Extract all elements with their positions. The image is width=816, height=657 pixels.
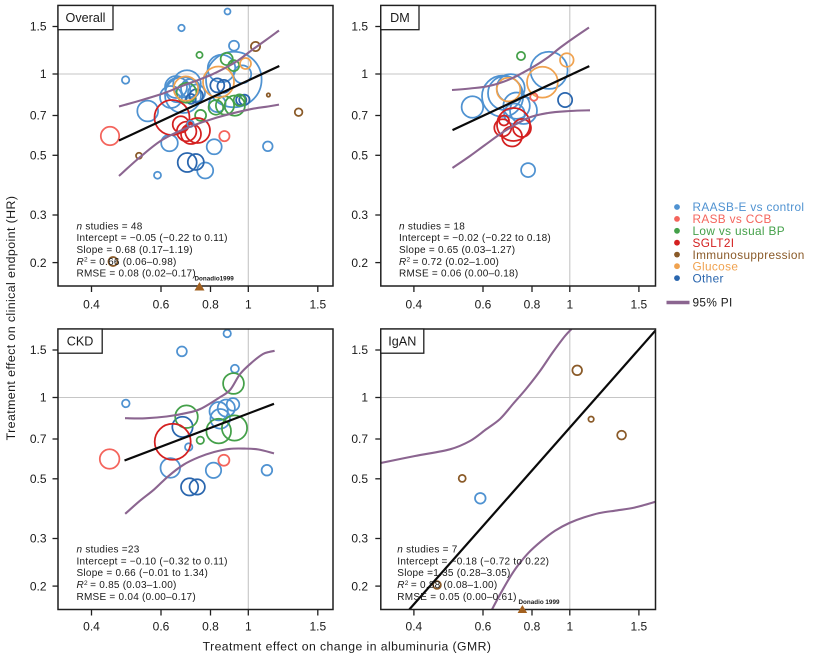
svg-text:Intercept = −0.05 (−0.22 to 0.: Intercept = −0.05 (−0.22 to 0.11): [77, 233, 228, 244]
svg-text:95% PI: 95% PI: [693, 296, 733, 310]
svg-text:0.7: 0.7: [30, 432, 47, 446]
svg-text:Intercept = −0.02 (−0.22 to 0.: Intercept = −0.02 (−0.22 to 0.18): [399, 233, 551, 244]
svg-text:RMSE = 0.06 (0.00–0.18): RMSE = 0.06 (0.00–0.18): [399, 269, 518, 280]
svg-text:Donadio 1999: Donadio 1999: [519, 599, 560, 606]
svg-text:0.5: 0.5: [351, 472, 368, 486]
svg-text:R2 = 0.88 (0.08–1.00): R2 = 0.88 (0.08–1.00): [397, 580, 497, 591]
svg-text:1: 1: [566, 297, 573, 311]
svg-text:0.7: 0.7: [351, 109, 368, 123]
svg-text:0.6: 0.6: [153, 297, 170, 311]
svg-text:DM: DM: [390, 11, 410, 25]
svg-text:n studies = 48: n studies = 48: [77, 221, 143, 232]
svg-text:0.5: 0.5: [30, 472, 47, 486]
svg-text:0.5: 0.5: [351, 149, 368, 163]
svg-text:Donadio1999: Donadio1999: [195, 276, 235, 283]
svg-text:1.5: 1.5: [309, 297, 326, 311]
svg-text:0.3: 0.3: [30, 208, 47, 222]
svg-text:1: 1: [245, 297, 252, 311]
svg-text:0.4: 0.4: [406, 619, 423, 633]
svg-text:1: 1: [40, 391, 47, 405]
svg-text:Slope = 0.66 (−0.01 to 1.34): Slope = 0.66 (−0.01 to 1.34): [77, 568, 209, 579]
svg-text:Slope =1.35 (0.28–3.05): Slope =1.35 (0.28–3.05): [397, 568, 510, 579]
svg-text:1: 1: [361, 67, 368, 81]
svg-text:Glucose: Glucose: [693, 259, 739, 273]
svg-text:R2 = 0.85 (0.03–1.00): R2 = 0.85 (0.03–1.00): [77, 580, 177, 591]
svg-text:0.7: 0.7: [351, 432, 368, 446]
svg-text:1.5: 1.5: [30, 20, 47, 34]
svg-text:IgAN: IgAN: [388, 335, 416, 349]
svg-text:1.5: 1.5: [351, 343, 368, 357]
svg-text:Intercept = −0.18 (−0.72 to 0.: Intercept = −0.18 (−0.72 to 0.22): [397, 556, 549, 567]
svg-text:RMSE = 0.08 (0.02–0.17): RMSE = 0.08 (0.02–0.17): [77, 269, 196, 280]
svg-text:1: 1: [361, 391, 368, 405]
svg-text:1.5: 1.5: [351, 20, 368, 34]
svg-text:Immunosuppression: Immunosuppression: [693, 248, 805, 262]
svg-text:RMSE = 0.05 (0.00–0.61): RMSE = 0.05 (0.00–0.61): [397, 592, 516, 603]
svg-text:0.8: 0.8: [202, 619, 219, 633]
svg-text:Overall: Overall: [66, 11, 106, 25]
svg-text:0.2: 0.2: [30, 579, 47, 593]
svg-text:1.5: 1.5: [631, 619, 648, 633]
svg-text:0.2: 0.2: [30, 256, 47, 270]
svg-text:0.6: 0.6: [475, 619, 492, 633]
svg-text:n studies = 7: n studies = 7: [397, 545, 457, 556]
svg-text:0.6: 0.6: [153, 619, 170, 633]
svg-text:0.2: 0.2: [351, 579, 368, 593]
svg-text:0.8: 0.8: [524, 619, 541, 633]
svg-text:SGLT2I: SGLT2I: [693, 236, 735, 250]
svg-text:0.3: 0.3: [351, 532, 368, 546]
svg-text:Low vs usual BP: Low vs usual BP: [693, 224, 785, 238]
svg-text:0.7: 0.7: [30, 109, 47, 123]
svg-text:Other: Other: [693, 271, 724, 285]
svg-text:1: 1: [245, 619, 252, 633]
svg-text:0.2: 0.2: [351, 256, 368, 270]
svg-text:0.4: 0.4: [83, 619, 100, 633]
svg-text:Treatment effect on clinical e: Treatment effect on clinical endpoint (H…: [4, 196, 18, 441]
svg-text:0.4: 0.4: [406, 297, 423, 311]
svg-text:1.5: 1.5: [309, 619, 326, 633]
svg-text:RASB vs CCB: RASB vs CCB: [693, 212, 772, 226]
svg-text:Slope = 0.68 (0.17–1.19): Slope = 0.68 (0.17–1.19): [77, 245, 193, 256]
svg-text:0.3: 0.3: [351, 208, 368, 222]
svg-text:0.8: 0.8: [524, 297, 541, 311]
svg-text:Intercept = −0.10 (−0.32 to 0.: Intercept = −0.10 (−0.32 to 0.11): [77, 556, 228, 567]
svg-text:0.6: 0.6: [475, 297, 492, 311]
svg-text:n studies =23: n studies =23: [77, 545, 140, 556]
svg-text:R2 = 0.66 (0.06–0.98): R2 = 0.66 (0.06–0.98): [77, 257, 177, 268]
svg-text:n studies = 18: n studies = 18: [399, 221, 465, 232]
svg-text:0.3: 0.3: [30, 532, 47, 546]
svg-text:0.5: 0.5: [30, 149, 47, 163]
svg-text:1: 1: [40, 67, 47, 81]
svg-text:RAASB-E vs control: RAASB-E vs control: [693, 200, 805, 214]
svg-text:RMSE = 0.04 (0.00–0.17): RMSE = 0.04 (0.00–0.17): [77, 592, 196, 603]
svg-text:0.4: 0.4: [83, 297, 100, 311]
svg-text:R2 = 0.72 (0.02–1.00): R2 = 0.72 (0.02–1.00): [399, 257, 499, 268]
svg-text:CKD: CKD: [67, 335, 94, 349]
svg-text:Slope = 0.65 (0.03–1.27): Slope = 0.65 (0.03–1.27): [399, 245, 515, 256]
svg-text:0.8: 0.8: [202, 297, 219, 311]
svg-text:1.5: 1.5: [631, 297, 648, 311]
svg-text:1: 1: [566, 619, 573, 633]
svg-text:Treatment effect on change in: Treatment effect on change in albuminuri…: [203, 640, 492, 654]
svg-text:1.5: 1.5: [30, 343, 47, 357]
